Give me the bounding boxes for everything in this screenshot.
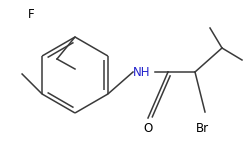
Text: Br: Br: [196, 122, 209, 135]
Text: O: O: [144, 122, 152, 135]
Text: F: F: [28, 7, 34, 20]
Text: NH: NH: [133, 66, 150, 78]
